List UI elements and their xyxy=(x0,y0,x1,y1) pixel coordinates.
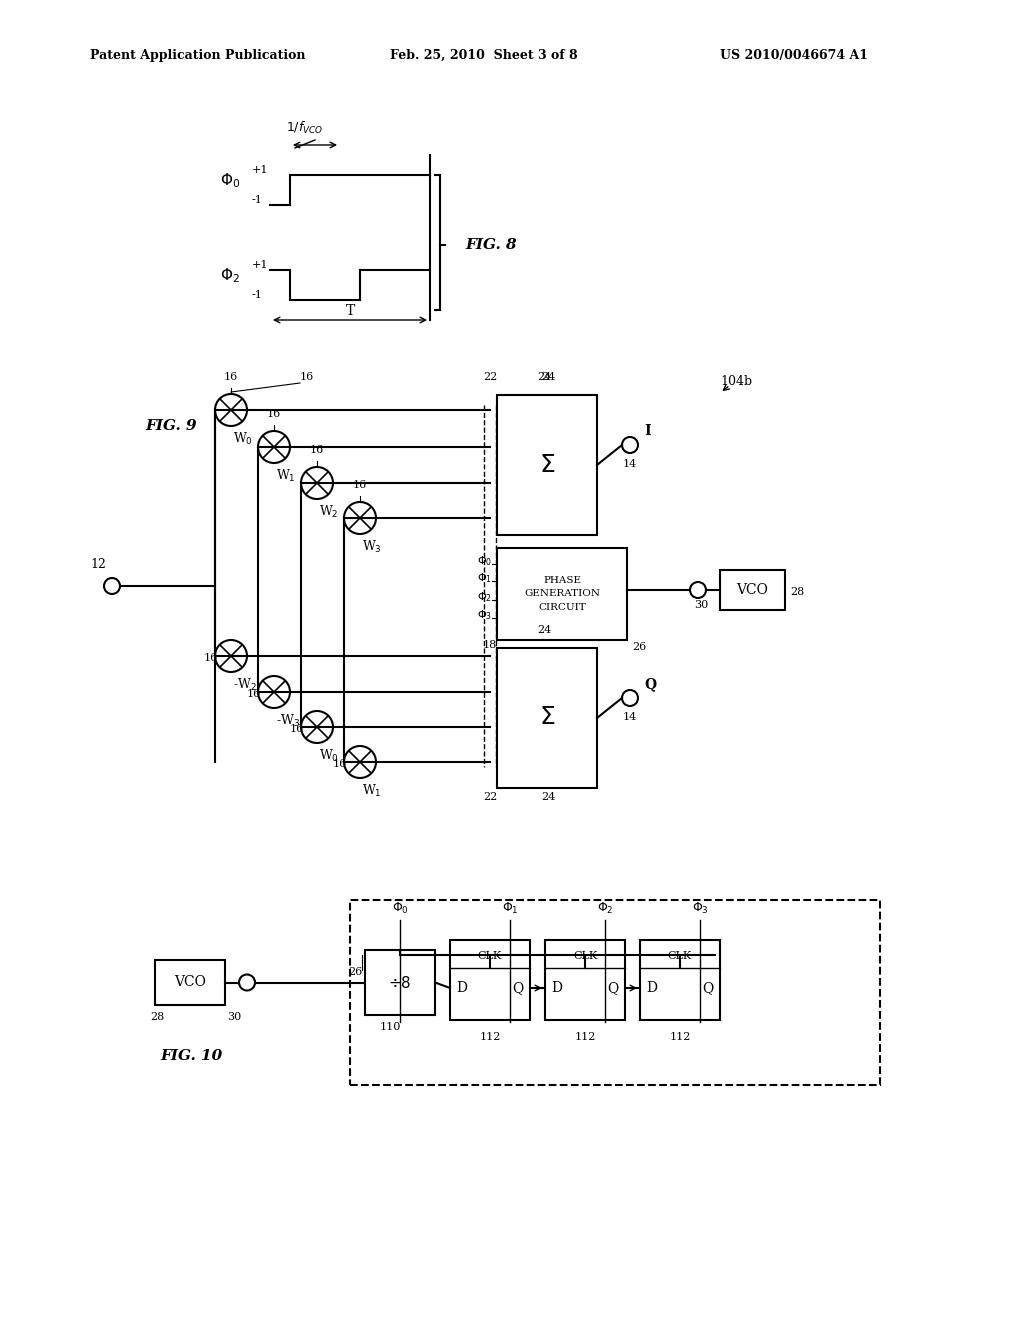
Text: $\Phi_2$: $\Phi_2$ xyxy=(477,590,492,603)
Text: 16: 16 xyxy=(247,689,261,700)
Text: 16: 16 xyxy=(290,723,304,734)
Text: 16: 16 xyxy=(300,372,314,381)
Bar xyxy=(497,395,597,535)
Bar xyxy=(497,648,597,788)
Text: W$_2$: W$_2$ xyxy=(319,504,339,520)
Text: Q: Q xyxy=(607,981,618,995)
Text: Q: Q xyxy=(702,981,714,995)
Text: $\Sigma$: $\Sigma$ xyxy=(539,706,555,730)
Text: 24: 24 xyxy=(537,372,551,381)
Bar xyxy=(450,940,530,1020)
Text: $\Phi_3$: $\Phi_3$ xyxy=(691,902,709,916)
Text: CLK: CLK xyxy=(668,950,692,961)
Text: -W$_3$: -W$_3$ xyxy=(276,713,300,729)
Text: 18: 18 xyxy=(483,640,497,649)
Text: 14: 14 xyxy=(623,459,637,469)
Text: Feb. 25, 2010  Sheet 3 of 8: Feb. 25, 2010 Sheet 3 of 8 xyxy=(390,49,578,62)
Text: I: I xyxy=(644,424,650,438)
Text: 28: 28 xyxy=(790,587,804,597)
Text: 16: 16 xyxy=(310,445,325,455)
Text: 16: 16 xyxy=(224,372,239,381)
Text: W$_0$: W$_0$ xyxy=(233,432,253,447)
Text: 22: 22 xyxy=(483,372,497,381)
Text: 30: 30 xyxy=(227,1012,242,1022)
Text: 112: 112 xyxy=(574,1032,596,1041)
Text: D: D xyxy=(646,981,657,995)
Bar xyxy=(720,570,785,610)
Text: $1/f_{VCO}$: $1/f_{VCO}$ xyxy=(287,120,324,136)
Bar xyxy=(155,960,225,1005)
Text: D: D xyxy=(552,981,562,995)
Text: W$_1$: W$_1$ xyxy=(276,469,296,484)
Text: $\Sigma$: $\Sigma$ xyxy=(539,454,555,477)
Text: +1: +1 xyxy=(252,165,268,176)
Text: 110: 110 xyxy=(380,1022,401,1032)
Text: 112: 112 xyxy=(479,1032,501,1041)
Text: 26: 26 xyxy=(348,968,362,977)
Text: W$_3$: W$_3$ xyxy=(362,539,382,556)
Text: CLK: CLK xyxy=(478,950,502,961)
Bar xyxy=(640,940,720,1020)
Text: 24: 24 xyxy=(537,624,551,635)
Bar xyxy=(350,900,880,1085)
Bar xyxy=(497,548,627,640)
Text: -1: -1 xyxy=(252,290,263,300)
Text: $\Phi_1$: $\Phi_1$ xyxy=(502,902,518,916)
Text: $\Phi_2$: $\Phi_2$ xyxy=(597,902,613,916)
Text: CLK: CLK xyxy=(572,950,597,961)
Text: VCO: VCO xyxy=(736,583,768,597)
Text: 14: 14 xyxy=(623,711,637,722)
Text: FIG. 9: FIG. 9 xyxy=(145,418,197,433)
Text: 28: 28 xyxy=(150,1012,164,1022)
Text: Q: Q xyxy=(512,981,523,995)
Text: $\Phi_0$: $\Phi_0$ xyxy=(391,902,409,916)
Text: US 2010/0046674 A1: US 2010/0046674 A1 xyxy=(720,49,868,62)
Text: W$_1$: W$_1$ xyxy=(362,783,382,799)
Text: $\Phi_0$: $\Phi_0$ xyxy=(477,554,492,568)
Text: VCO: VCO xyxy=(174,975,206,990)
Text: 16: 16 xyxy=(333,759,347,770)
Text: $\Phi_2$: $\Phi_2$ xyxy=(220,267,240,285)
Bar xyxy=(365,950,435,1015)
Bar xyxy=(545,940,625,1020)
Text: 16: 16 xyxy=(204,653,218,663)
Text: Q: Q xyxy=(644,677,656,690)
Text: 26: 26 xyxy=(632,642,646,652)
Text: FIG. 10: FIG. 10 xyxy=(160,1049,222,1063)
Text: T: T xyxy=(345,304,354,318)
Text: 12: 12 xyxy=(90,558,105,572)
Text: 24: 24 xyxy=(541,792,555,803)
Text: 24: 24 xyxy=(541,372,555,381)
Text: 16: 16 xyxy=(267,409,282,418)
Text: $\Phi_3$: $\Phi_3$ xyxy=(477,609,492,622)
Text: 112: 112 xyxy=(670,1032,690,1041)
Text: $\Phi_0$: $\Phi_0$ xyxy=(220,172,241,190)
Text: 22: 22 xyxy=(483,792,497,803)
Text: -W$_2$: -W$_2$ xyxy=(233,677,257,693)
Text: Patent Application Publication: Patent Application Publication xyxy=(90,49,305,62)
Text: $\div 8$: $\div 8$ xyxy=(388,974,412,990)
Text: +1: +1 xyxy=(252,260,268,271)
Text: 30: 30 xyxy=(694,601,709,610)
Text: PHASE
GENERATION
CIRCUIT: PHASE GENERATION CIRCUIT xyxy=(524,577,600,611)
Text: -1: -1 xyxy=(252,195,263,205)
Text: D: D xyxy=(457,981,468,995)
Text: $\Phi_1$: $\Phi_1$ xyxy=(477,572,492,585)
Text: FIG. 8: FIG. 8 xyxy=(465,238,517,252)
Text: 16: 16 xyxy=(353,480,368,490)
Text: W$_0$: W$_0$ xyxy=(319,748,339,764)
Text: 104b: 104b xyxy=(720,375,752,388)
